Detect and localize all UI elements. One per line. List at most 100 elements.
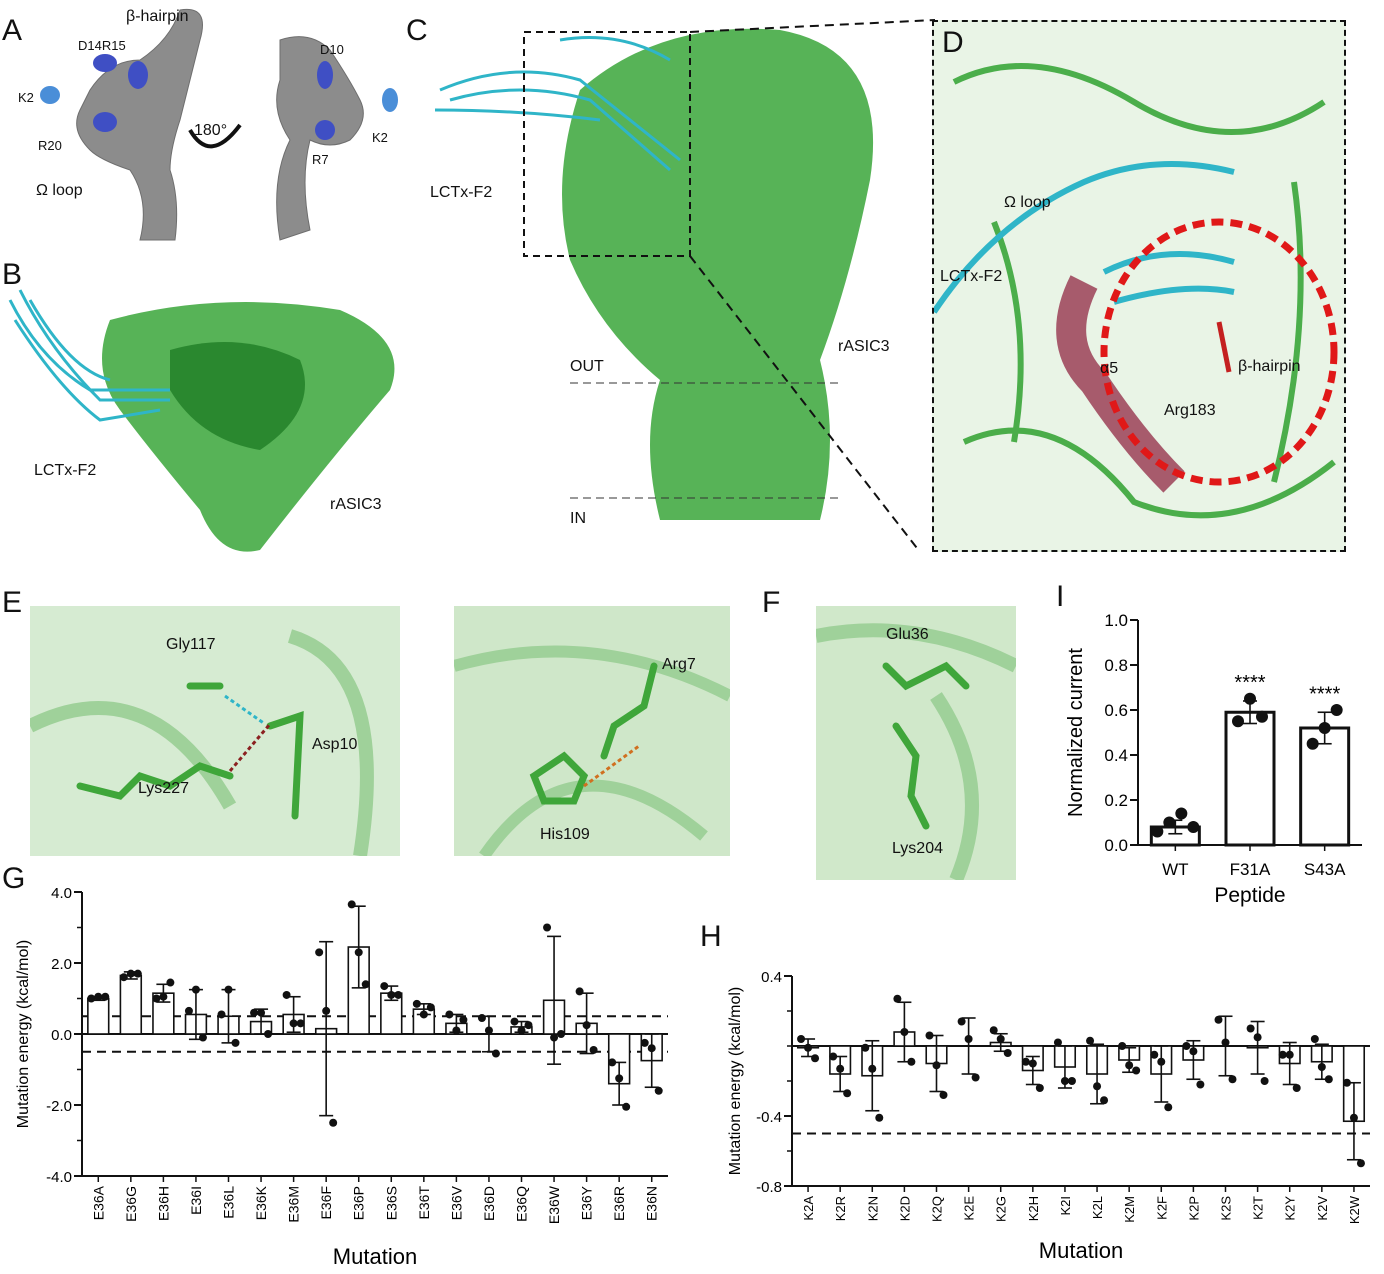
x-axis-title: Mutation [1039,1238,1123,1263]
panel-label-c: C [406,14,428,47]
y-tick-label: 0.2 [1104,791,1128,810]
rotation-arrow-icon [188,123,242,149]
x-axis-title: Peptide [1214,884,1285,907]
data-point [257,1008,266,1017]
data-point [654,1086,663,1095]
label-in: IN [570,510,586,527]
data-point [589,1045,598,1054]
data-point [412,999,421,1008]
x-tick-label: K2Y [1283,1196,1298,1221]
data-point [1349,1113,1358,1122]
data-point [101,992,110,1001]
x-tick-label: WT [1162,860,1188,879]
data-point [1175,807,1188,820]
data-point [1132,1066,1141,1075]
label-lctx-f2: LCTx-F2 [34,462,97,479]
data-point [315,948,324,957]
chart-g: 4.0 2.0 0.0 -2.0 -4.0 E36A E36G E36H E36I E36L E36… [15,885,668,1269]
y-tick-label: 0.4 [1104,746,1128,765]
label-lys227: Lys227 [138,780,189,797]
data-point [615,1074,624,1083]
data-point [347,900,356,909]
interaction-image-glu36 [816,606,1016,880]
y-tick-label: -0.4 [756,1109,782,1126]
label-d10: D10 [320,42,344,57]
x-tick-label: K2V [1315,1196,1330,1221]
data-point [1067,1077,1076,1085]
x-tick-label: E36P [351,1186,367,1220]
x-tick-label: K2P [1186,1196,1201,1221]
x-tick-label: K2D [897,1196,912,1221]
data-point [996,1035,1005,1043]
data-point [893,994,902,1003]
label-rasic3-c: rASIC3 [838,338,890,355]
panel-label-h: H [700,920,722,953]
data-point [264,1030,273,1038]
data-point [477,1014,486,1023]
x-tick-label: S43A [1304,860,1346,879]
x-tick-label: E36A [90,1185,106,1220]
data-point [1317,1063,1326,1071]
data-point [1318,722,1331,734]
y-axis-title: Mutation energy (kcal/mol) [15,940,32,1129]
data-point [543,923,552,932]
y-tick-label: 0.4 [761,969,782,986]
data-point [94,992,103,1001]
data-point [380,982,389,991]
data-point [1253,1033,1262,1042]
data-point [133,969,142,978]
x-tick-label: E36I [188,1186,204,1215]
x-tick-label: E36G [123,1186,139,1222]
label-his109: His109 [540,826,590,843]
data-point [925,1031,934,1040]
data-point [517,1026,526,1035]
data-point [939,1091,948,1099]
data-point [184,1006,193,1015]
data-point [1060,1077,1069,1085]
panel-label-a: A [2,14,23,47]
y-tick-label: -0.8 [756,1179,782,1196]
chart-h: 0.4 -0.4 -0.8 K2A K2R K2N K2D K2Q K2E K2G K2H K2I K2… [727,969,1370,1263]
zoom-box [523,31,691,257]
data-point [957,1017,966,1026]
x-tick-label: K2E [962,1196,977,1221]
chart-i: 1.0 0.8 0.6 0.4 0.2 0.0 WT F31A **** S43A **** Pept… [1065,611,1362,907]
data-point [1232,715,1244,728]
data-point [1356,1159,1365,1168]
data-point [907,1057,916,1066]
data-point [1260,1077,1269,1085]
data-point [1189,1047,1198,1056]
data-point [608,1058,617,1067]
label-asp10: Asp10 [312,736,358,753]
y-tick-label: 0.6 [1104,701,1128,720]
data-point [510,1017,519,1026]
x-tick-label: E36S [383,1186,399,1220]
data-point [152,994,161,1003]
data-point [1118,1042,1127,1050]
data-point [224,985,233,994]
y-tick-label: 1.0 [1104,611,1128,630]
x-tick-label: E36Y [579,1185,595,1220]
label-lctx-f2-d: LCTx-F2 [940,268,1003,285]
data-point [1342,1078,1351,1087]
data-point [1246,1024,1255,1033]
data-point [861,1043,870,1052]
data-point [1292,1084,1301,1092]
data-point [282,990,291,999]
data-point [491,1049,500,1058]
binding-interface-image [932,20,1346,552]
data-point [445,1010,454,1019]
data-point [1164,1103,1173,1112]
label-d14r15: D14R15 [78,38,126,53]
binding-site-circle [1100,218,1338,486]
data-point [932,1061,941,1070]
label-lys204: Lys204 [892,840,943,857]
label-glu36: Glu36 [886,626,929,643]
significance-label: **** [1234,672,1265,694]
data-point [640,1038,649,1047]
label-k2-right: K2 [372,130,388,145]
x-tick-label: K2F [1154,1196,1169,1220]
data-point [1125,1061,1134,1070]
label-beta-hairpin-d: β-hairpin [1238,358,1301,375]
